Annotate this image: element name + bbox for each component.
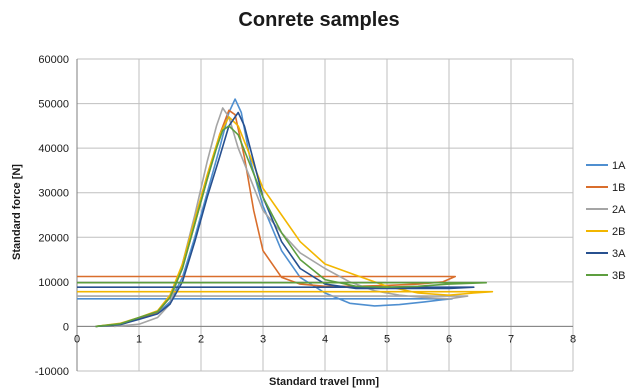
y-tick-label: 30000: [38, 188, 69, 200]
x-tick-label: 1: [136, 333, 142, 345]
y-tick-label: 0: [63, 321, 69, 333]
legend-label: 3B: [612, 270, 625, 282]
y-tick-label: 50000: [38, 99, 69, 111]
chart-title: Conrete samples: [238, 9, 399, 31]
series-lines: [77, 98, 494, 328]
x-tick-label: 5: [384, 333, 390, 345]
x-tick-label: 6: [446, 333, 452, 345]
y-axis-title: Standard force [N]: [11, 164, 23, 260]
series-line-2A: [77, 107, 469, 328]
legend-label: 3A: [612, 248, 626, 260]
x-tick-label: 7: [508, 333, 514, 345]
legend-label: 1B: [612, 182, 625, 194]
y-tick-label: 40000: [38, 143, 69, 155]
series-line-3A: [77, 111, 475, 328]
x-tick-label: 2: [198, 333, 204, 345]
gridlines: [76, 58, 574, 372]
axes: [76, 59, 573, 371]
y-tick-label: 60000: [38, 54, 69, 66]
x-tick-label: 3: [260, 333, 266, 345]
x-tick-label: 0: [74, 333, 80, 345]
x-axis-title: Standard travel [mm]: [269, 376, 379, 388]
legend-label: 2A: [612, 204, 626, 216]
series-line-1B: [77, 109, 456, 328]
legend: 1A 1B 2A 2B 3A 3B: [586, 160, 626, 282]
y-tick-label: -10000: [35, 366, 69, 378]
x-tick-label: 4: [322, 333, 328, 345]
legend-label: 1A: [612, 160, 626, 172]
legend-label: 2B: [612, 226, 625, 238]
y-tick-label: 10000: [38, 277, 69, 289]
series-line-3B: [77, 125, 487, 328]
x-tick-label: 8: [570, 333, 576, 345]
y-tick-label: 20000: [38, 232, 69, 244]
tick-labels: -10000 0 10000 20000 30000 40000 50000 60000 0 1 2…: [35, 54, 576, 378]
